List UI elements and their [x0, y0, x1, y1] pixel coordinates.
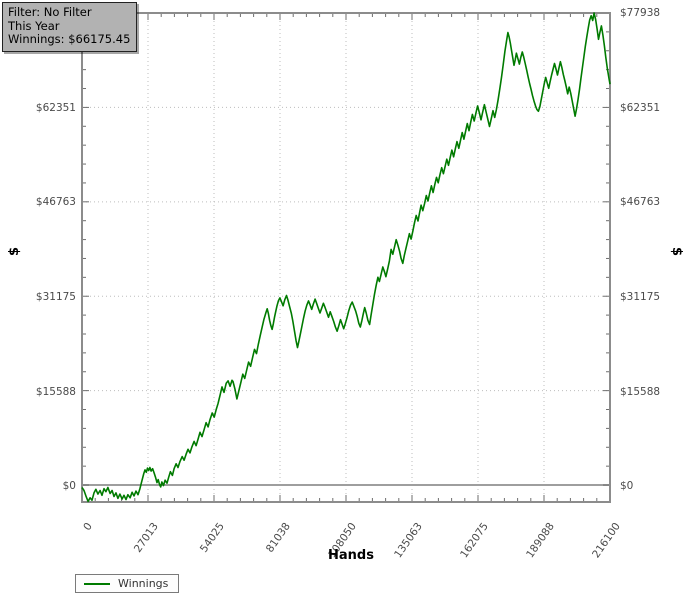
y-axis-label: $15588: [35, 386, 76, 398]
x-axis-title: Hands: [328, 548, 374, 563]
y-axis-label: $77938: [620, 7, 661, 19]
y-axis-title-right: $: [669, 246, 685, 257]
y-axis-label: $62351: [35, 102, 76, 114]
tooltip-period-line: This Year: [8, 18, 60, 33]
winnings-series-line: [81, 12, 611, 503]
y-axis-label: $46763: [620, 196, 661, 208]
y-axis-label: $0: [620, 480, 634, 492]
legend-label: Winnings: [118, 577, 169, 590]
tooltip-filter-line: Filter: No Filter: [8, 5, 92, 19]
y-axis-label: $31175: [35, 291, 76, 303]
y-axis-label: $46763: [35, 196, 76, 208]
y-axis-title-left: $: [7, 246, 23, 257]
tooltip-winnings-line: Winnings: $66175.45: [8, 32, 131, 46]
y-axis-label: $0: [62, 480, 76, 492]
stats-tooltip: Filter: No Filter This Year Winnings: $6…: [2, 2, 138, 52]
legend-line-sample-icon: [84, 582, 110, 585]
y-axis-label: $31175: [620, 291, 661, 303]
y-axis-label: $62351: [620, 102, 661, 114]
legend: Winnings: [75, 574, 180, 593]
y-axis-label: $15588: [620, 386, 661, 398]
